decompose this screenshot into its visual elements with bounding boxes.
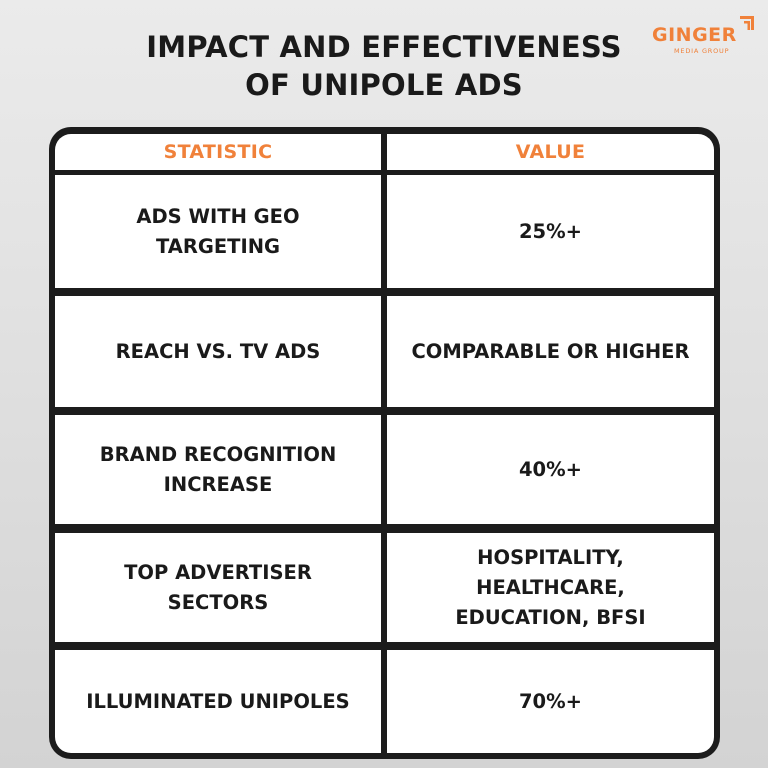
row-2-statistic: REACH VS. TV ADS — [55, 296, 381, 407]
signal-bars-icon — [740, 16, 754, 30]
row-2-value: COMPARABLE OR HIGHER — [387, 296, 714, 407]
title-line-1: IMPACT AND EFFECTIVENESS — [146, 30, 622, 64]
row-1-statistic: ADS WITH GEO TARGETING — [55, 175, 381, 288]
row-4-statistic: TOP ADVERTISER SECTORS — [55, 533, 381, 642]
logo-wordmark: GINGER — [652, 24, 737, 46]
header-statistic: STATISTIC — [55, 134, 381, 170]
row-3-statistic: BRAND RECOGNITION INCREASE — [55, 415, 381, 524]
header-value: VALUE — [387, 134, 714, 170]
title-line-2: OF UNIPOLE ADS — [245, 68, 523, 102]
row-1-value: 25%+ — [387, 175, 714, 288]
logo-subtitle: MEDIA GROUP — [674, 47, 730, 55]
page-title: IMPACT AND EFFECTIVENESS OF UNIPOLE ADS — [0, 28, 768, 104]
statistics-table: STATISTIC VALUE ADS WITH GEO TARGETING 2… — [49, 127, 720, 759]
row-5-statistic: ILLUMINATED UNIPOLES — [55, 650, 381, 753]
row-4-value: HOSPITALITY, HEALTHCARE, EDUCATION, BFSI — [387, 533, 714, 642]
row-5-value: 70%+ — [387, 650, 714, 753]
row-3-value: 40%+ — [387, 415, 714, 524]
ginger-media-group-logo: GINGER MEDIA GROUP — [650, 14, 758, 58]
